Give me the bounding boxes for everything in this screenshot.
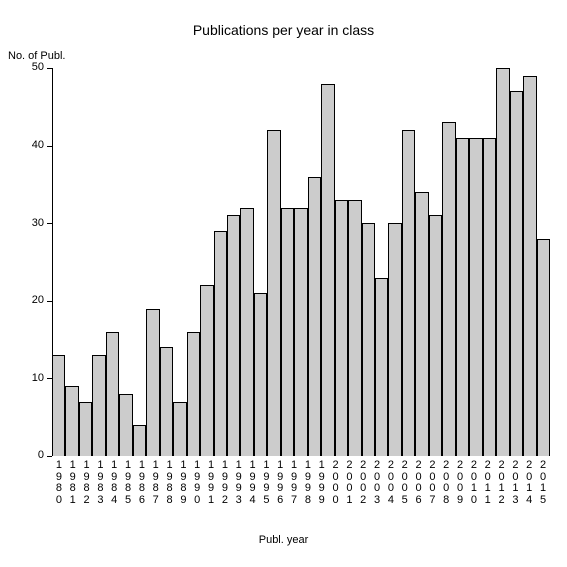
bar [456, 138, 469, 456]
x-tick-label: 2 0 0 5 [398, 460, 412, 506]
bar [348, 200, 361, 456]
y-tick [47, 301, 52, 302]
bar [146, 309, 159, 456]
bar [119, 394, 132, 456]
y-tick [47, 456, 52, 457]
y-axis-label: No. of Publ. [8, 50, 65, 62]
x-tick-label: 1 9 9 0 [190, 460, 204, 506]
bar [227, 215, 240, 456]
x-tick-label: 2 0 1 0 [467, 460, 481, 506]
bar [429, 215, 442, 456]
bar [65, 386, 78, 456]
bar [92, 355, 105, 456]
bar [442, 122, 455, 456]
bar [214, 231, 227, 456]
bar [173, 402, 186, 456]
y-tick [47, 378, 52, 379]
y-tick [47, 68, 52, 69]
bar [415, 192, 428, 456]
x-tick-label: 1 9 8 9 [177, 460, 191, 506]
x-tick-label: 2 0 0 3 [370, 460, 384, 506]
y-tick [47, 146, 52, 147]
x-tick-label: 2 0 0 4 [384, 460, 398, 506]
bar [52, 355, 65, 456]
bar [267, 130, 280, 456]
x-tick-label: 1 9 8 2 [80, 460, 94, 506]
x-tick-label: 1 9 8 8 [163, 460, 177, 506]
bar [388, 223, 401, 456]
y-tick-label: 20 [14, 294, 44, 306]
x-tick-label: 2 0 0 0 [329, 460, 343, 506]
y-tick [47, 223, 52, 224]
y-tick-label: 0 [14, 449, 44, 461]
x-tick-label: 2 0 1 5 [536, 460, 550, 506]
y-tick-label: 40 [14, 139, 44, 151]
x-tick-label: 1 9 8 3 [94, 460, 108, 506]
y-tick-label: 30 [14, 217, 44, 229]
bar [402, 130, 415, 456]
x-tick-label: 2 0 0 9 [453, 460, 467, 506]
bar [469, 138, 482, 456]
bar [254, 293, 267, 456]
plot-area: 01020304050 [52, 68, 550, 456]
publications-bar-chart: Publications per year in class No. of Pu… [0, 0, 567, 567]
x-tick-label: 2 0 1 2 [495, 460, 509, 506]
x-tick-label: 1 9 9 1 [204, 460, 218, 506]
x-tick-label: 2 0 0 8 [439, 460, 453, 506]
bar [537, 239, 550, 456]
bar [321, 84, 334, 456]
x-tick-label: 2 0 1 3 [509, 460, 523, 506]
bar [523, 76, 536, 456]
x-tick-label: 1 9 8 6 [135, 460, 149, 506]
bar [281, 208, 294, 456]
x-tick-label: 1 9 9 4 [246, 460, 260, 506]
x-tick-label: 1 9 8 7 [149, 460, 163, 506]
x-tick-label: 1 9 9 8 [301, 460, 315, 506]
x-tick-label: 1 9 9 5 [260, 460, 274, 506]
bar [308, 177, 321, 456]
x-tick-label: 2 0 0 7 [426, 460, 440, 506]
x-axis-label: Publ. year [0, 534, 567, 546]
bar [483, 138, 496, 456]
x-tick-label: 2 0 1 1 [481, 460, 495, 506]
bar [200, 285, 213, 456]
bar [160, 347, 173, 456]
bar [187, 332, 200, 456]
x-tick-label: 1 9 8 5 [121, 460, 135, 506]
x-tick-label: 2 0 1 4 [522, 460, 536, 506]
bar [510, 91, 523, 456]
bar [335, 200, 348, 456]
bar [133, 425, 146, 456]
bar [294, 208, 307, 456]
x-tick-label: 1 9 8 4 [107, 460, 121, 506]
x-tick-label: 1 9 9 2 [218, 460, 232, 506]
bar [375, 278, 388, 456]
x-tick-label: 1 9 9 9 [315, 460, 329, 506]
x-tick-label: 2 0 0 2 [356, 460, 370, 506]
x-tick-label: 1 9 9 3 [232, 460, 246, 506]
bar [79, 402, 92, 456]
x-tick-label: 1 9 8 0 [52, 460, 66, 506]
x-tick-label: 2 0 0 6 [412, 460, 426, 506]
x-tick-label: 1 9 9 7 [287, 460, 301, 506]
y-tick-label: 50 [14, 61, 44, 73]
x-tick-label: 1 9 9 6 [273, 460, 287, 506]
bar [240, 208, 253, 456]
bar [496, 68, 509, 456]
bar [362, 223, 375, 456]
x-tick-label: 1 9 8 1 [66, 460, 80, 506]
bar [106, 332, 119, 456]
x-tick-label: 2 0 0 1 [343, 460, 357, 506]
chart-title: Publications per year in class [0, 22, 567, 38]
y-tick-label: 10 [14, 372, 44, 384]
